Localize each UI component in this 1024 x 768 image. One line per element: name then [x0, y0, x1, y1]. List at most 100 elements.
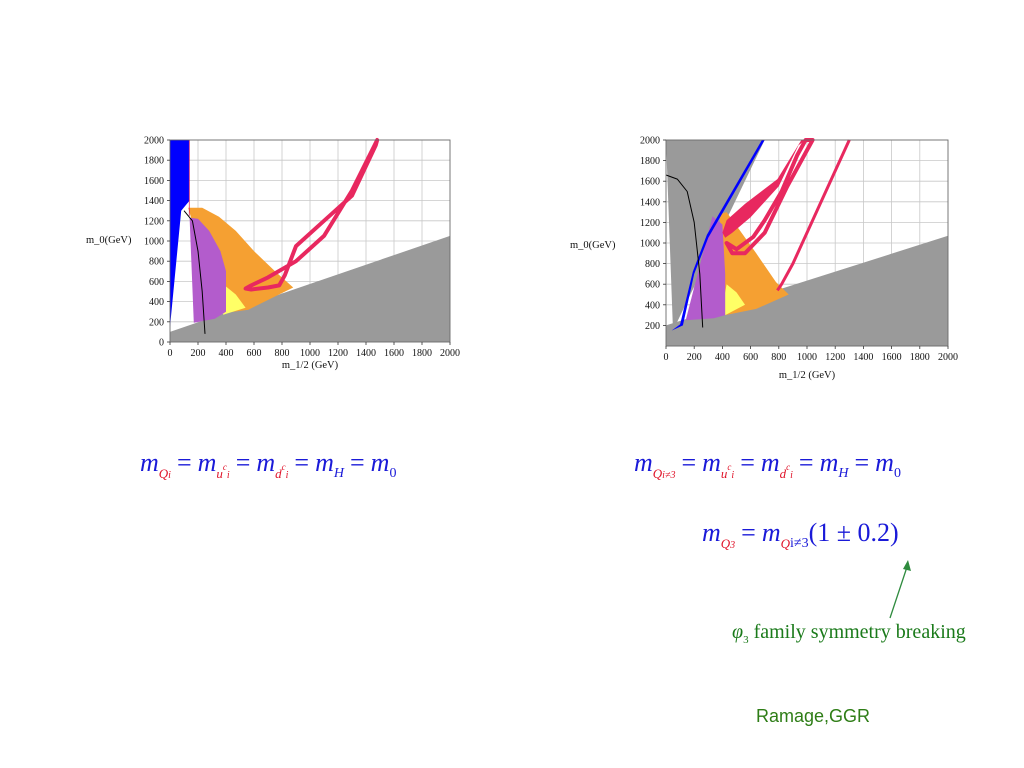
y-axis-label: m_0(GeV) [570, 240, 616, 251]
x-tick-label: 1200 [825, 352, 845, 363]
y-tick-label: 600 [645, 280, 660, 291]
eq-op: = [235, 448, 251, 477]
note-text: family symmetry breaking [753, 621, 966, 643]
eq-symbol: m [875, 448, 894, 477]
x-tick-label: 1000 [797, 352, 817, 363]
eq-sub-index: i [226, 470, 230, 481]
x-tick-label: 1800 [412, 348, 432, 359]
y-tick-label: 800 [149, 257, 164, 268]
eq-symbol: m [702, 518, 721, 547]
equation-left: mQi = muci = mdci = mH = m0 [140, 448, 397, 481]
eq-sub: Q [780, 536, 791, 551]
eq-sub: H [838, 466, 849, 481]
eq-sub-index: i≠3 [790, 536, 809, 551]
x-tick-label: 1400 [356, 348, 376, 359]
y-tick-label: 1800 [640, 156, 660, 167]
x-axis-label: m_1/2 (GeV) [779, 370, 836, 381]
x-tick-label: 600 [247, 348, 262, 359]
eq-symbol: m [370, 448, 390, 477]
eq-sub-index: i [168, 470, 171, 481]
eq-sub-index: i [731, 470, 735, 481]
eq-op: = [798, 448, 814, 477]
eq-symbol: m [819, 448, 839, 477]
eq-symbol: m [634, 448, 653, 477]
eq-symbol: m [256, 448, 276, 477]
eq-symbol: m [140, 448, 159, 477]
eq-sub: u [216, 466, 223, 481]
x-tick-label: 1800 [910, 352, 930, 363]
eq-sub-index: i [790, 470, 793, 481]
eq-sub: d [779, 466, 787, 481]
equation-right-1: mQi≠3 = muci = mdci = mH = m0 [634, 448, 901, 481]
arrow-shaft [889, 563, 909, 619]
chart-panel-right: 0 200 400 600 800 1000 1200 1400 1600 1800 2000 200… [568, 128, 968, 383]
annotation-arrow [889, 560, 911, 619]
arrow-head [903, 560, 911, 571]
eq-sub-index: i≠3 [662, 470, 676, 481]
x-tick-label: 1600 [882, 352, 902, 363]
eq-op: = [741, 518, 756, 547]
y-tick-label: 1600 [640, 177, 660, 188]
eq-symbol: m [760, 448, 780, 477]
region [723, 284, 745, 316]
equation-right-2: mQ3 = mQi≠3(1 ± 0.2) [702, 518, 899, 551]
y-tick-label: 1800 [144, 156, 164, 167]
x-tick-label: 1200 [328, 348, 348, 359]
y-tick-label: 800 [645, 259, 660, 270]
eq-sup: c [281, 462, 286, 472]
y-tick-label: 1000 [640, 239, 660, 250]
eq-sup: c [727, 462, 732, 472]
y-tick-label: 2000 [640, 136, 660, 147]
chart-right: 0 200 400 600 800 1000 1200 1400 1600 1800 2000 200… [570, 136, 958, 382]
y-tick-label: 1200 [640, 218, 660, 229]
eq-sub: Q [652, 466, 663, 481]
x-tick-label: 200 [687, 352, 702, 363]
region [221, 285, 246, 315]
y-tick-label: 1000 [144, 237, 164, 248]
region [189, 217, 226, 323]
phi-symbol: φ3 [732, 621, 749, 646]
x-tick-label: 200 [191, 348, 206, 359]
contour-line [776, 139, 851, 292]
y-tick-label: 400 [645, 300, 660, 311]
eq-sub: d [275, 466, 282, 481]
x-tick-label: 600 [743, 352, 758, 363]
eq-sub: 0 [389, 466, 397, 481]
eq-op: = [681, 448, 697, 477]
y-axis-label: m_0(GeV) [86, 235, 132, 246]
chart-left: 0 200 400 600 800 1000 1200 1400 1600 1800 2000 0 20… [86, 136, 460, 372]
eq-op: = [350, 448, 365, 477]
x-tick-label: 800 [275, 348, 290, 359]
credit-text: Ramage,GGR [756, 706, 871, 726]
x-tick-label: 800 [771, 352, 786, 363]
family-symmetry-note: φ3 family symmetry breaking [732, 621, 966, 646]
eq-symbol: m [761, 518, 781, 547]
eq-op: = [294, 448, 310, 477]
eq-symbol: m [315, 448, 334, 477]
region [170, 140, 190, 327]
eq-sub-index: 3 [730, 540, 736, 551]
eq-sup: c [222, 462, 227, 472]
phi-letter: φ [732, 621, 744, 643]
region [722, 140, 806, 238]
y-tick-label: 1200 [144, 216, 164, 227]
eq-factor: (1 ± 0.2) [808, 518, 899, 547]
chart-panel-left: 0 200 400 600 800 1000 1200 1400 1600 1800 2000 0 20… [80, 128, 460, 373]
y-tick-label: 600 [149, 277, 164, 288]
region [719, 212, 789, 316]
eq-symbol: m [702, 448, 721, 477]
region [188, 140, 190, 216]
x-axis-label: m_1/2 (GeV) [282, 360, 339, 371]
contour-line [243, 138, 380, 292]
eq-op: = [176, 448, 192, 477]
y-tick-label: 200 [149, 317, 164, 328]
contour-line [665, 174, 704, 328]
region [170, 235, 450, 342]
x-tick-label: 1000 [300, 348, 320, 359]
eq-symbol: m [197, 448, 217, 477]
eq-sub: 0 [893, 466, 901, 481]
x-tick-label: 1600 [384, 348, 404, 359]
x-tick-label: 400 [715, 352, 730, 363]
y-tick-label: 200 [645, 321, 660, 332]
x-tick-label: 0 [664, 352, 669, 363]
